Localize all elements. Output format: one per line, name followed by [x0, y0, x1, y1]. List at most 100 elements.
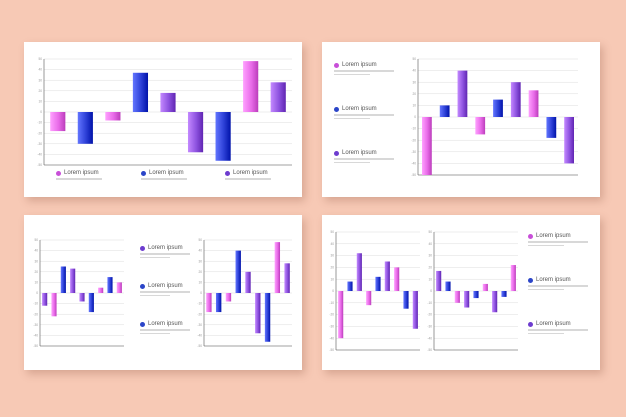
y-tick-label: 20	[428, 266, 432, 270]
y-tick-label: 20	[412, 92, 416, 96]
y-tick-label: 0	[36, 291, 38, 295]
legend-label: Lorem ipsum	[148, 245, 183, 251]
bar-4	[366, 291, 372, 306]
y-tick-label: -10	[411, 127, 416, 131]
y-tick-label: -20	[427, 313, 432, 317]
y-tick-label: -50	[329, 348, 334, 352]
y-tick-label: 10	[198, 281, 202, 285]
legend-dot-icon	[141, 170, 146, 176]
y-tick-label: 30	[34, 259, 38, 263]
y-tick-label: 40	[330, 242, 334, 246]
placeholder-text-line	[528, 329, 588, 331]
placeholder-text-line	[334, 114, 394, 116]
legend-label: Lorem ipsum	[342, 106, 377, 112]
legend-dot-icon	[140, 321, 145, 327]
legend-label: Lorem ipsum	[342, 62, 377, 68]
y-tick-label: 30	[428, 254, 432, 258]
bar-6	[384, 261, 390, 291]
bar-8	[243, 61, 259, 112]
placeholder-text-line	[334, 161, 370, 163]
bar-8	[274, 242, 281, 293]
bar-2	[51, 293, 57, 317]
bar-chart-4: 50 40 30 20 10 0 -10 -20 -30 -40 -50	[197, 238, 292, 348]
y-tick-label: -40	[33, 334, 38, 338]
legend-item-1: Lorem ipsum	[528, 233, 588, 246]
y-tick-label: -50	[33, 344, 38, 348]
legend-item-3: Lorem ipsum	[528, 321, 588, 334]
placeholder-text-line	[334, 117, 370, 119]
y-tick-label: -40	[427, 336, 432, 340]
y-tick-label: -10	[329, 301, 334, 305]
bar-3	[60, 266, 66, 293]
y-tick-label: -50	[411, 173, 416, 177]
y-tick-label: -20	[197, 312, 202, 316]
legend-item-1: Lorem ipsum	[334, 62, 394, 75]
y-tick-label: 30	[38, 78, 42, 82]
y-tick-label: -50	[427, 348, 432, 352]
bar-8	[501, 291, 507, 297]
y-tick-label: -10	[197, 302, 202, 306]
bar-1	[42, 293, 48, 306]
y-tick-label: 0	[430, 289, 432, 293]
y-tick-label: 50	[428, 230, 432, 234]
legend-dot-icon	[334, 62, 339, 68]
bar-7	[492, 291, 498, 313]
bar-chart-2: 50 40 30 20 10 0 -10 -20 -30 -40 -50	[411, 57, 578, 177]
legend-item-1: Lorem ipsum	[140, 245, 190, 258]
legend-label: Lorem ipsum	[149, 170, 184, 176]
legend-item-2: Lorem ipsum	[334, 106, 394, 119]
legend-item-3: Lorem ipsum	[140, 321, 190, 334]
legend-dot-icon	[334, 150, 339, 156]
bar-4	[475, 117, 486, 135]
y-tick-label: 50	[38, 57, 42, 61]
placeholder-text-line	[528, 285, 588, 287]
bar-9	[510, 265, 516, 291]
bar-6	[510, 82, 521, 117]
bar-2	[347, 281, 353, 291]
y-tick-label: -10	[37, 121, 42, 125]
y-tick-label: -40	[411, 162, 416, 166]
legend-dot-icon	[528, 277, 533, 283]
legend-label: Lorem ipsum	[148, 321, 183, 327]
y-tick-label: 0	[200, 291, 202, 295]
legend-dot-icon	[528, 321, 533, 327]
y-tick-label: 20	[198, 270, 202, 274]
bar-6	[187, 112, 204, 153]
y-tick-label: -50	[197, 344, 202, 348]
placeholder-text-line	[528, 241, 588, 243]
slide-card-4: 50 40 30 20 10 0 -10 -20 -30 -40 -50 50 40 30 20 10 0 -1…	[322, 215, 600, 370]
slide-card-2: Lorem ipsum Lorem ipsum Lorem ipsum 50 40…	[322, 42, 600, 197]
y-tick-label: 40	[198, 249, 202, 253]
y-tick-label: 0	[40, 110, 42, 114]
bar-4	[235, 250, 241, 293]
bar-2	[445, 281, 451, 291]
bar-6	[88, 293, 94, 313]
placeholder-text-line	[334, 73, 370, 75]
y-tick-label: 50	[412, 57, 416, 61]
bar-3	[356, 253, 362, 291]
bar-9	[116, 282, 122, 293]
legend-label: Lorem ipsum	[148, 283, 183, 289]
bar-3	[457, 70, 468, 117]
legend-label: Lorem ipsum	[536, 321, 571, 327]
bar-5	[375, 276, 381, 291]
y-tick-label: -30	[33, 323, 38, 327]
legend-dot-icon	[140, 283, 145, 289]
bar-6	[482, 283, 488, 291]
legend-dot-icon	[225, 170, 230, 176]
placeholder-text-line	[140, 291, 190, 293]
bar-7	[264, 293, 271, 342]
bar-2	[215, 293, 222, 313]
bar-9	[270, 82, 286, 112]
placeholder-text-line	[56, 178, 102, 180]
y-tick-label: 10	[428, 277, 432, 281]
y-tick-label: -20	[37, 131, 42, 135]
bar-9	[564, 117, 574, 164]
legend-dot-icon	[140, 245, 145, 251]
y-tick-label: 10	[38, 100, 42, 104]
y-tick-label: -40	[37, 153, 42, 157]
bar-4	[132, 72, 149, 112]
placeholder-text-line	[528, 332, 564, 334]
bar-5	[493, 99, 503, 117]
y-tick-label: -30	[329, 325, 334, 329]
